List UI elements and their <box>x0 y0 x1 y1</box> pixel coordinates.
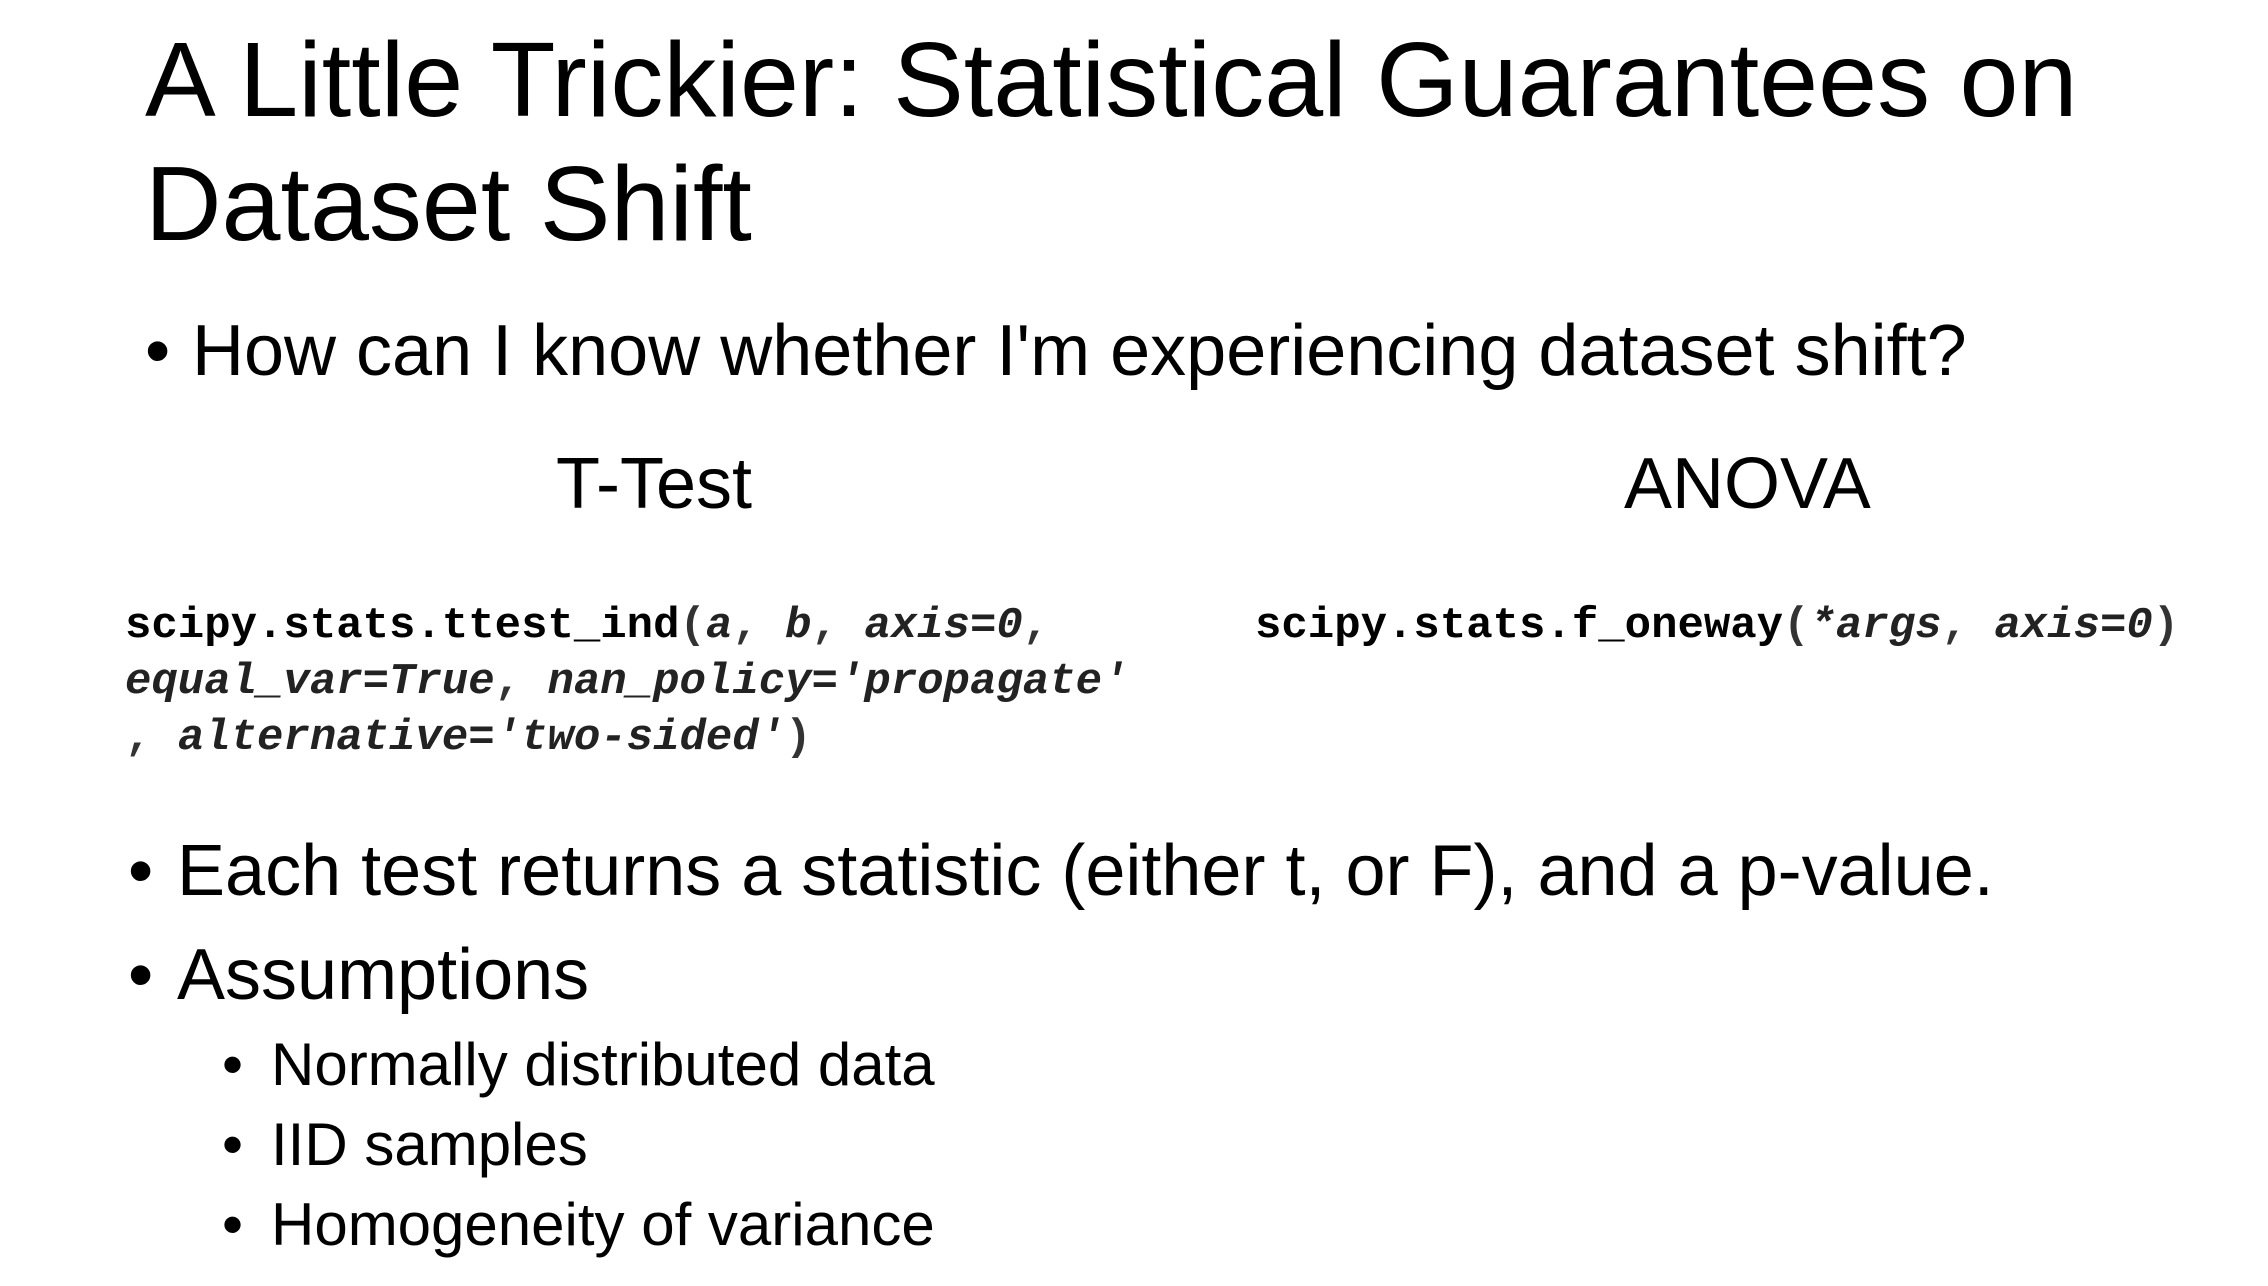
ttest-sep: , <box>811 601 865 651</box>
ttest-arg-a: a <box>705 601 733 651</box>
ttest-arg-axis: axis=0 <box>864 601 1023 651</box>
list-item: • Each test returns a statistic (either … <box>128 830 1994 912</box>
bullet-icon: • <box>145 311 171 391</box>
list-item: • Assumptions <box>128 934 589 1016</box>
ttest-code-block: scipy.stats.ttest_ind(a, b, axis=0, equa… <box>125 598 1128 766</box>
assumptions-bullet-text: Assumptions <box>177 935 590 1015</box>
anova-sep: , <box>1941 601 1995 651</box>
ttest-arg-nan-policy: nan_policy='propagate' <box>547 657 1129 707</box>
intro-bullet: • How can I know whether I'm experiencin… <box>145 310 1967 392</box>
assumption-text: IID samples <box>271 1111 588 1178</box>
intro-bullet-text: How can I know whether I'm experiencing … <box>192 311 1967 391</box>
assumption-text: Normally distributed data <box>271 1031 935 1098</box>
sub-list-item: • IID samples <box>222 1110 588 1179</box>
anova-arg-args: *args <box>1809 601 1942 651</box>
ttest-sep: , <box>494 657 548 707</box>
assumption-text: Homogeneity of variance <box>271 1191 935 1258</box>
ttest-sep: , <box>125 713 178 763</box>
bullet-icon: • <box>222 1111 244 1178</box>
sub-list-item: • Normally distributed data <box>222 1030 935 1099</box>
anova-open-paren: ( <box>1783 601 1810 651</box>
anova-close-paren: ) <box>2152 601 2180 651</box>
ttest-open-paren: ( <box>679 601 706 651</box>
anova-code-block: scipy.stats.f_oneway(*args, axis=0) <box>1255 598 2179 654</box>
ttest-close-paren: ) <box>785 713 812 763</box>
ttest-heading: T-Test <box>556 444 753 524</box>
ttest-sep: , <box>1022 601 1050 651</box>
anova-arg-axis: axis=0 <box>1994 601 2153 651</box>
ttest-arg-alternative: alternative='two-sided' <box>177 713 786 763</box>
ttest-arg-equal-var: equal_var=True <box>125 657 495 707</box>
bullet-icon: • <box>222 1031 244 1098</box>
bullet-icon: • <box>128 935 154 1015</box>
bullet-icon: • <box>222 1191 244 1258</box>
slide-title: A Little Trickier: Statistical Guarantee… <box>145 21 2078 263</box>
bullet-icon: • <box>128 831 154 911</box>
ttest-sep: , <box>732 601 786 651</box>
sub-list-item: • Homogeneity of variance <box>222 1190 935 1259</box>
ttest-arg-b: b <box>785 601 812 651</box>
anova-heading: ANOVA <box>1624 444 1871 524</box>
anova-func-name: scipy.stats.f_oneway <box>1255 601 1784 651</box>
ttest-func-name: scipy.stats.ttest_ind <box>125 601 680 651</box>
statistic-bullet-text: Each test returns a statistic (either t,… <box>177 831 1994 911</box>
